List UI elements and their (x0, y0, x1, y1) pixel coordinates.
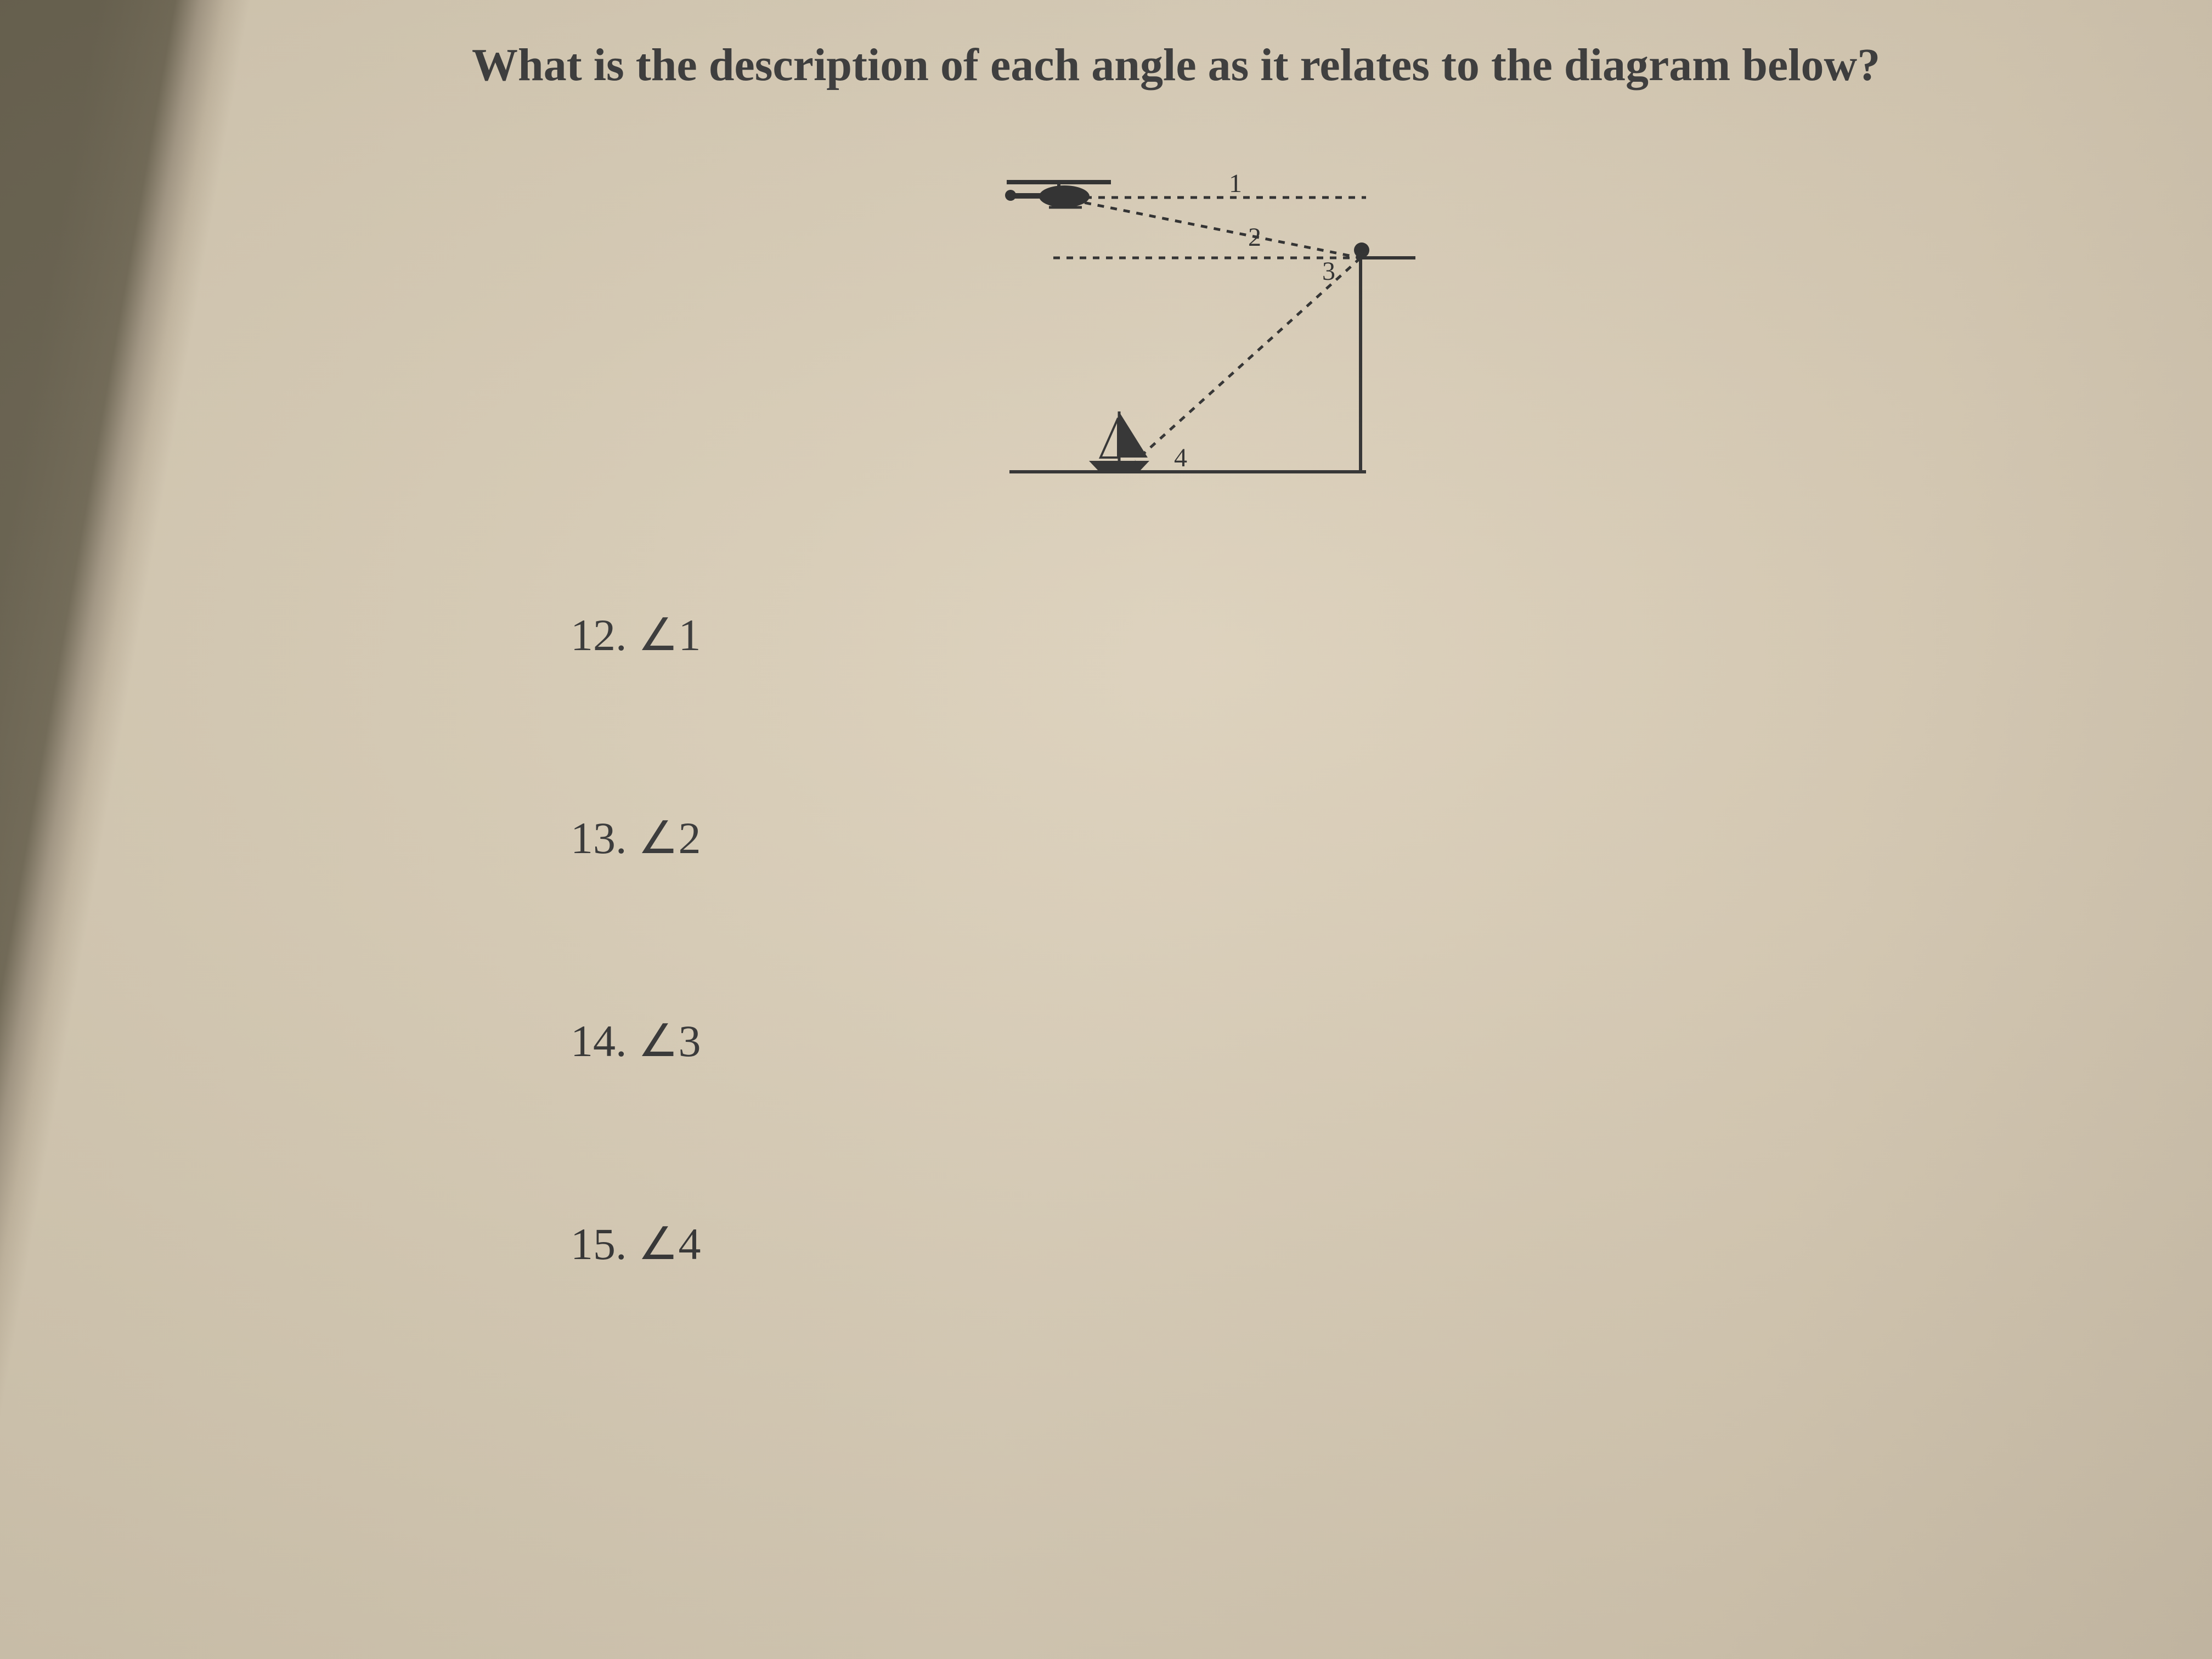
question-text: What is the description of each angle as… (472, 38, 1880, 92)
angle-label-1: 1 (1229, 169, 1242, 198)
item-14: 14. ∠3 (571, 1015, 701, 1067)
item-number: 12. (571, 610, 627, 660)
item-angle: ∠1 (638, 610, 701, 660)
angle-label-3: 3 (1322, 257, 1335, 286)
item-number: 14. (571, 1016, 627, 1066)
diagram-svg: 1 2 3 4 (944, 154, 1547, 516)
angle-label-4: 4 (1174, 443, 1187, 472)
worksheet-photo: What is the description of each angle as… (0, 0, 2212, 1659)
sailboat-icon (1089, 411, 1149, 471)
item-angle: ∠3 (638, 1016, 701, 1066)
item-angle: ∠4 (638, 1219, 701, 1269)
item-13: 13. ∠2 (571, 812, 701, 864)
heli-to-lighthouse-dash (1059, 198, 1361, 258)
lighthouse-cap (1354, 242, 1369, 258)
angle-label-2: 2 (1248, 223, 1261, 252)
top-to-boat-dash (1136, 258, 1361, 461)
item-number: 15. (571, 1219, 627, 1269)
angles-diagram: 1 2 3 4 (944, 154, 1547, 516)
item-number: 13. (571, 813, 627, 863)
helicopter-icon (1005, 182, 1111, 207)
item-angle: ∠2 (638, 813, 701, 863)
item-15: 15. ∠4 (571, 1218, 701, 1270)
item-12: 12. ∠1 (571, 609, 701, 661)
